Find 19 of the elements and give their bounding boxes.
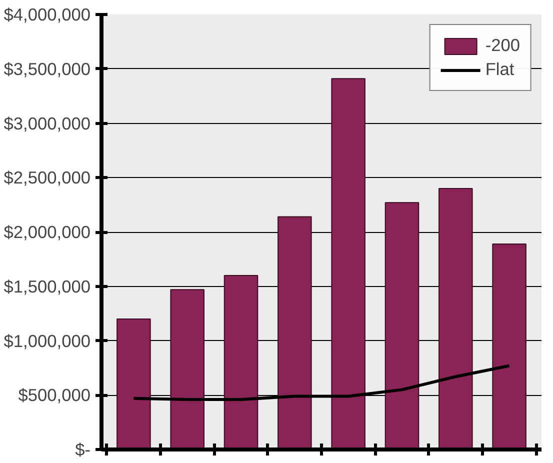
legend-label: -200: [485, 35, 520, 56]
y-tick-label: $1,000,000: [4, 330, 91, 351]
bar: [170, 289, 204, 450]
y-tick-label: $2,000,000: [4, 222, 91, 242]
y-tick-label: $3,000,000: [4, 113, 91, 134]
bar: [224, 275, 258, 450]
y-tick-label: $3,500,000: [4, 58, 91, 79]
y-tick-label: $1,500,000: [4, 276, 91, 296]
y-tick-label: $4,000,000: [4, 4, 91, 24]
bar: [116, 318, 151, 450]
bar: [278, 216, 312, 450]
y-tick-label: $500,000: [18, 385, 91, 406]
bar: [384, 202, 420, 450]
legend-label: Flat: [485, 59, 514, 80]
y-tick-label: $2,500,000: [4, 168, 91, 188]
bar: [492, 243, 526, 450]
bar: [331, 78, 366, 450]
y-tick-label: $-: [75, 440, 91, 460]
bar: [438, 188, 473, 450]
